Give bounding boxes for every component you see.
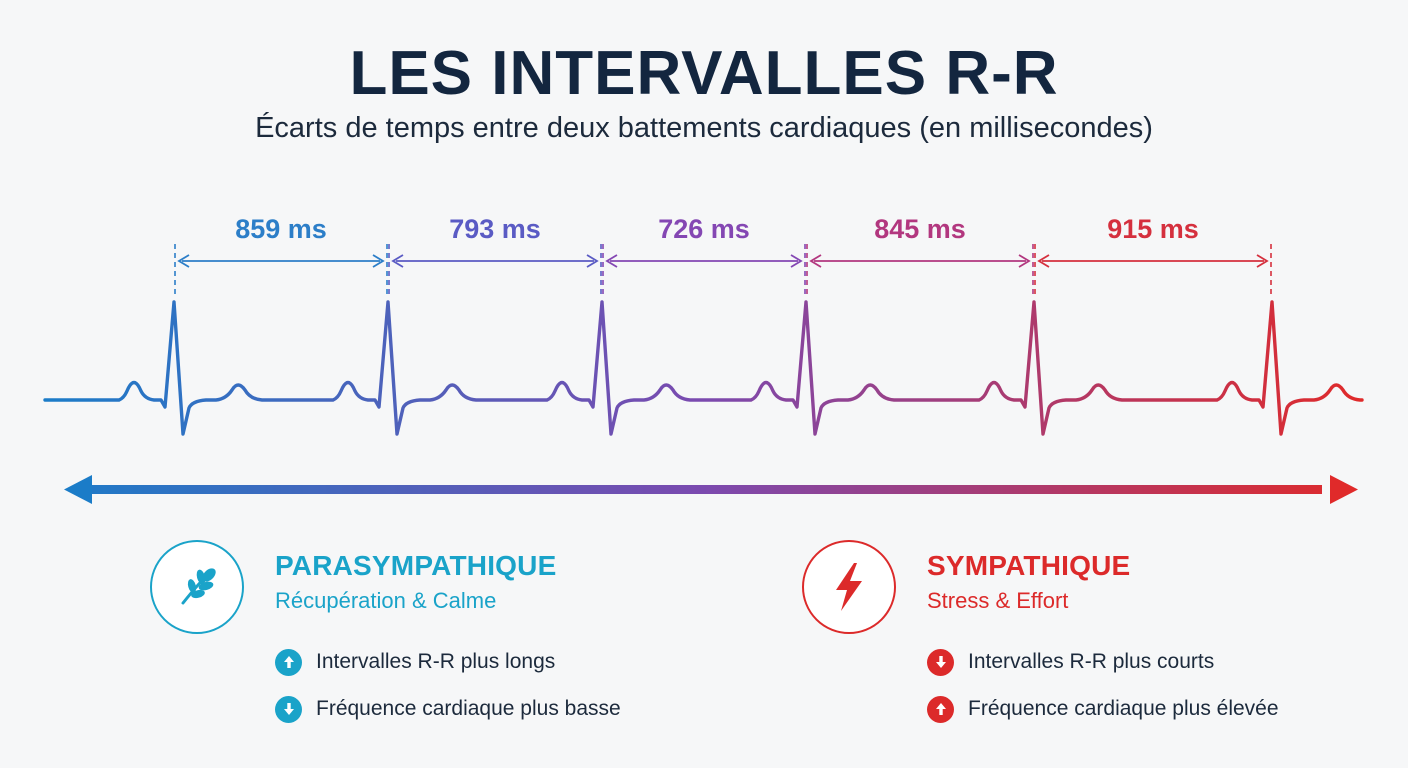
arrow-right-head [1256,254,1269,268]
arrow-down-icon [927,648,954,676]
arrow-right-head [1018,254,1031,268]
timeline-axis [64,475,1358,504]
rr-interval: 726 ms [602,214,806,296]
interval-label: 793 ms [449,214,541,244]
leaf-icon [150,540,244,634]
ecg-trace [43,300,1364,436]
interval-label: 726 ms [658,214,750,244]
parasympathetic-item-text: Intervalles R-R plus longs [316,650,556,673]
interval-label: 915 ms [1107,214,1199,244]
page-title: LES INTERVALLES R-R [349,39,1059,108]
rr-interval: 845 ms [806,214,1034,296]
arrow-down-icon [275,695,302,723]
arrow-up-icon [275,648,302,676]
parasympathetic-title: PARASYMPATHIQUE [275,550,557,581]
interval-label: 845 ms [874,214,966,244]
sympathetic-item: Fréquence cardiaque plus élevée [927,695,1279,723]
arrow-right-head [586,254,599,268]
sympathetic-panel: SYMPATHIQUE Stress & Effort [802,538,1322,738]
parasympathetic-item-text: Fréquence cardiaque plus basse [316,697,621,720]
parasympathetic-item: Intervalles R-R plus longs [275,648,555,676]
rr-interval: 915 ms [1034,214,1272,296]
rr-interval: 859 ms [174,214,388,296]
parasympathetic-panel: PARASYMPATHIQUE Récupération & Calme [150,538,670,738]
sympathetic-item-text: Intervalles R-R plus courts [968,650,1215,673]
arrow-left-head [809,254,822,268]
arrow-left-head [177,254,190,268]
sympathetic-subtitle: Stress & Effort [927,588,1069,613]
parasympathetic-subtitle: Récupération & Calme [275,588,497,613]
page-subtitle: Écarts de temps entre deux battements ca… [255,112,1153,144]
rr-interval: 793 ms [388,214,602,296]
sympathetic-title: SYMPATHIQUE [927,550,1131,581]
arrow-right-head [372,254,385,268]
arrow-left-head [1037,254,1050,268]
interval-label: 859 ms [235,214,327,244]
parasympathetic-item: Fréquence cardiaque plus basse [275,695,621,723]
arrow-left-head [605,254,618,268]
lightning-icon [802,540,896,634]
arrow-up-icon [927,695,954,723]
sympathetic-item-text: Fréquence cardiaque plus élevée [968,697,1279,720]
arrow-left-head [391,254,404,268]
arrow-right-head [790,254,803,268]
sympathetic-item: Intervalles R-R plus courts [927,648,1214,676]
